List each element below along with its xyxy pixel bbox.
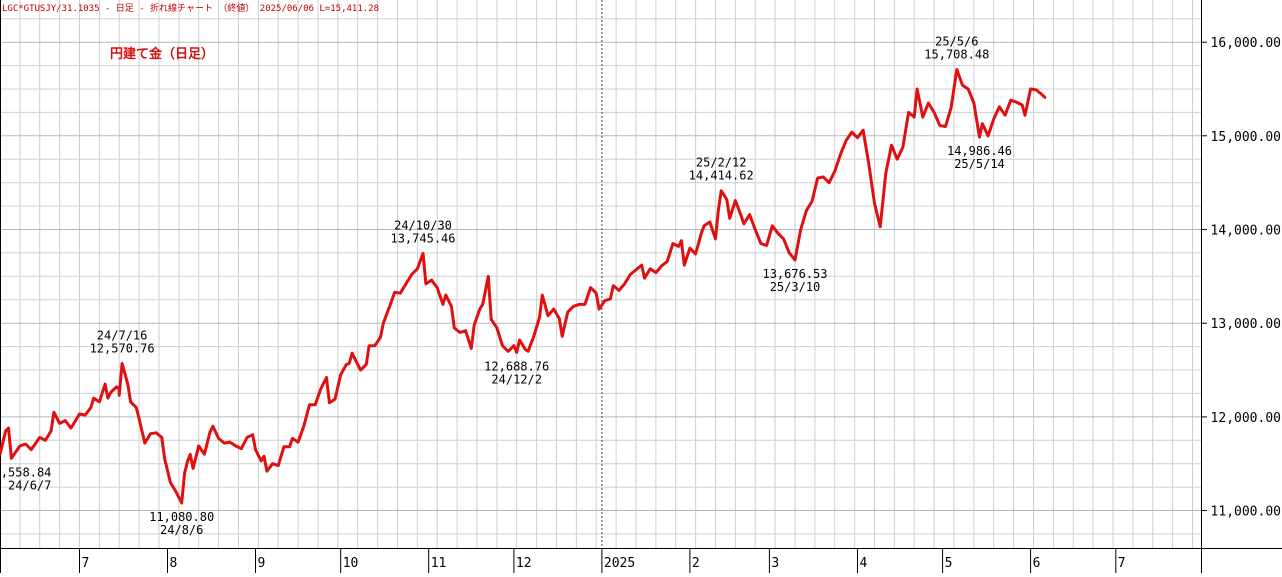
- annotation-label: 11,080.80: [149, 510, 214, 524]
- axes: 11,000.00 12,000.00 13,000.00 14,000.00 15,0…: [79, 36, 1281, 573]
- x-tick-label: 2025: [604, 556, 635, 571]
- y-tick-label: 14,000.00: [1211, 224, 1281, 239]
- grid: [0, 0, 1201, 548]
- annotation-label: 14,414.62: [689, 169, 754, 183]
- x-tick-label: 8: [170, 556, 178, 571]
- annotation-label: 25/2/12: [696, 156, 747, 170]
- y-tick-label: 12,000.00: [1211, 411, 1281, 426]
- x-tick-label: 4: [860, 556, 868, 571]
- annotation-label: 15,708.48: [924, 48, 989, 62]
- x-tick-label: 2: [692, 556, 700, 571]
- annotation-label: 11,558.84: [0, 465, 51, 479]
- chart-title: 円建て金（日足）: [110, 46, 214, 62]
- series: [0, 68, 1047, 505]
- x-tick-label: 5: [945, 556, 953, 571]
- x-tick-label: 9: [258, 556, 266, 571]
- annotation-label: 12,570.76: [90, 342, 155, 356]
- annotation-label: 14,986.46: [947, 144, 1012, 158]
- x-tick-label: 3: [771, 556, 779, 571]
- y-tick-label: 11,000.00: [1211, 505, 1281, 520]
- series-line: [0, 68, 1047, 505]
- y-tick-label: 15,000.00: [1211, 130, 1281, 145]
- annotation-label: 25/5/6: [935, 35, 978, 49]
- annotation-label: 25/3/10: [770, 280, 821, 294]
- x-tick-label: 6: [1033, 556, 1041, 571]
- y-tick-label: 16,000.00: [1211, 36, 1281, 51]
- annotation-label: 13,745.46: [390, 231, 455, 245]
- annotation-label: 13,676.53: [762, 267, 827, 281]
- annotation-label: 24/10/30: [394, 218, 452, 232]
- annotation: 25/5/615,708.48: [924, 35, 989, 62]
- x-tick-label: 7: [1118, 556, 1126, 571]
- annotation-label: 24/12/2: [491, 372, 542, 386]
- chart-header: LGC*GTUSJY/31.1035 - 日足 - 折れ線チャート （終値） 2…: [2, 2, 379, 14]
- x-tick-label: 7: [82, 556, 90, 571]
- annotation-label: 25/5/14: [954, 157, 1005, 171]
- annotation-label: 12,688.76: [484, 359, 549, 373]
- annotation-label: 24/7/16: [97, 329, 148, 343]
- x-tick-label: 10: [343, 556, 359, 571]
- x-tick-label: 12: [516, 556, 532, 571]
- annotation-label: 24/6/7: [8, 478, 51, 492]
- y-tick-label: 13,000.00: [1211, 317, 1281, 332]
- annotation-label: 24/8/6: [160, 523, 203, 537]
- x-tick-label: 11: [431, 556, 447, 571]
